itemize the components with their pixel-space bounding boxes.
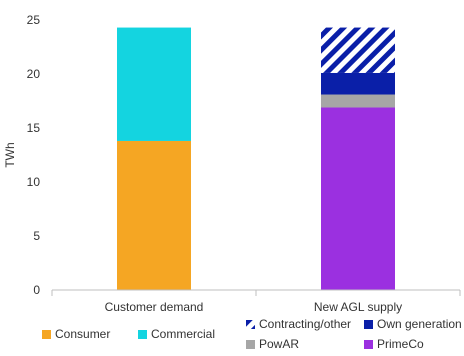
legend: Consumer Commercial Contracting/other Own g… (42, 317, 462, 351)
x-tick-label-customer-demand: Customer demand (105, 300, 204, 314)
legend-item-powar: PowAR (246, 337, 299, 351)
bar-customer-demand-consumer (117, 140, 191, 290)
legend-item-primeco: PrimeCo (364, 337, 424, 351)
legend-swatch-primeco (364, 340, 373, 349)
bars-layer (117, 27, 395, 290)
legend-swatch-commercial (138, 330, 147, 339)
y-tick-label-20: 20 (27, 67, 41, 81)
y-tick-label-25: 25 (27, 13, 41, 27)
legend-item-consumer: Consumer (42, 327, 110, 341)
legend-swatch-own-generation (364, 320, 373, 329)
y-axis-label: TWh (3, 142, 17, 167)
legend-label-powar: PowAR (259, 337, 299, 351)
bar-new-agl-supply-powar (321, 94, 395, 108)
legend-label-consumer: Consumer (55, 327, 110, 341)
y-tick-label-0: 0 (33, 283, 40, 297)
legend-swatch-consumer (42, 330, 51, 339)
legend-item-contracting-other: Contracting/other (246, 317, 351, 331)
legend-item-own-generation: Own generation (364, 317, 462, 331)
legend-item-commercial: Commercial (138, 327, 215, 341)
y-tick-label-5: 5 (33, 229, 40, 243)
y-tick-label-15: 15 (27, 121, 41, 135)
legend-label-primeco: PrimeCo (377, 337, 424, 351)
legend-label-own-generation: Own generation (377, 317, 462, 331)
bar-new-agl-supply-primeco (321, 107, 395, 290)
axes-layer: Customer demand New AGL supply 0 5 10 15 20 25 T… (3, 13, 461, 314)
x-tick-label-new-agl-supply: New AGL supply (314, 300, 402, 314)
bar-new-agl-supply-contracting-other (321, 27, 395, 73)
legend-label-contracting-other: Contracting/other (259, 317, 351, 331)
y-tick-label-10: 10 (27, 175, 41, 189)
legend-label-commercial: Commercial (151, 327, 215, 341)
legend-swatch-powar (246, 340, 255, 349)
bar-new-agl-supply-own-generation (321, 72, 395, 95)
legend-swatch-contracting-other (246, 320, 255, 329)
bar-customer-demand-commercial (117, 27, 191, 141)
